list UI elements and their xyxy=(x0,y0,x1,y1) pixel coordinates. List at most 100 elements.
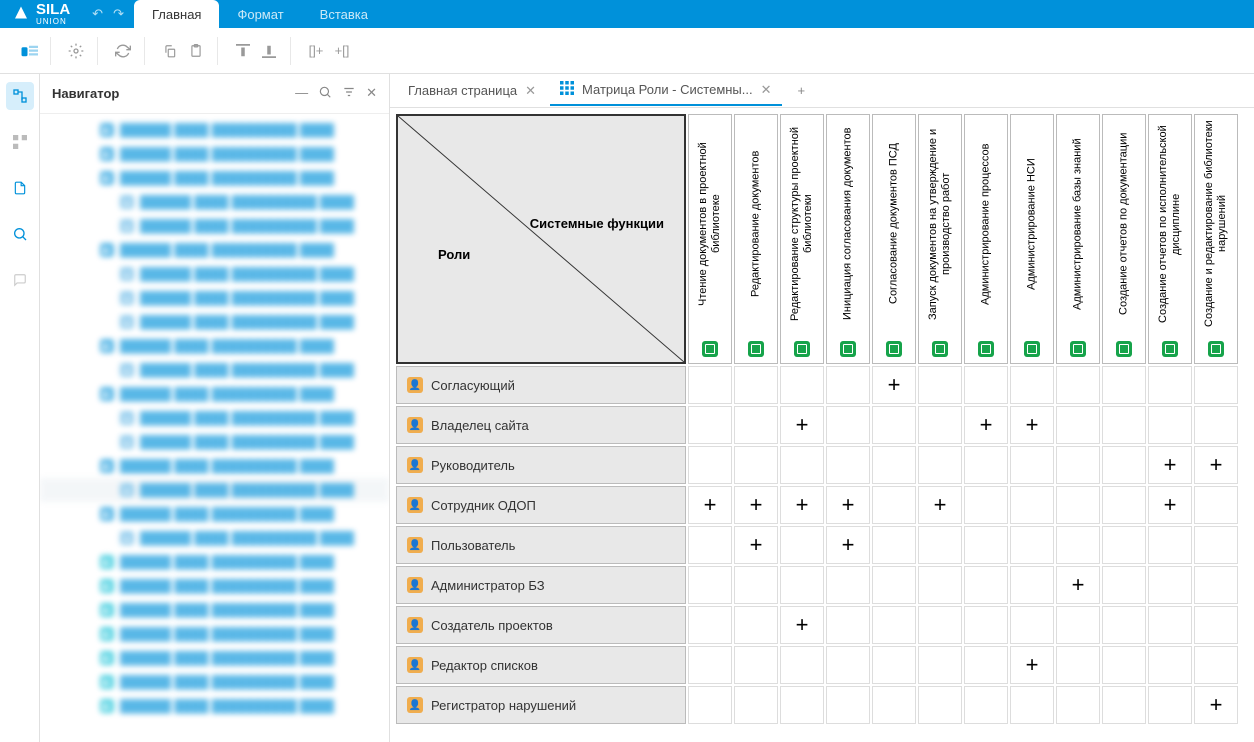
close-icon[interactable]: ✕ xyxy=(525,83,536,99)
undo-icon[interactable]: ↶ xyxy=(92,6,103,22)
matrix-cell[interactable] xyxy=(872,686,916,724)
matrix-cell[interactable] xyxy=(688,406,732,444)
paste-icon[interactable] xyxy=(187,42,205,60)
doc-tab-main[interactable]: Главная страница ✕ xyxy=(398,76,546,106)
matrix-cell[interactable] xyxy=(780,406,824,444)
matrix-cell[interactable] xyxy=(688,686,732,724)
filter-icon[interactable] xyxy=(342,85,356,102)
align-top-icon[interactable] xyxy=(234,42,252,60)
matrix-cell[interactable] xyxy=(780,646,824,684)
matrix-cell[interactable] xyxy=(1194,406,1238,444)
column-header[interactable]: Создание отчетов по документации xyxy=(1102,114,1146,364)
matrix-cell[interactable] xyxy=(1056,406,1100,444)
matrix-cell[interactable] xyxy=(688,566,732,604)
matrix-cell[interactable] xyxy=(1056,686,1100,724)
matrix-cell[interactable] xyxy=(780,486,824,524)
navigator-tree[interactable]: ▶██████ ████ ██████████ ████▶██████ ████… xyxy=(40,114,389,742)
matrix-cell[interactable] xyxy=(734,446,778,484)
column-header[interactable]: Создание отчетов по исполнительской дисц… xyxy=(1148,114,1192,364)
gear-icon[interactable] xyxy=(67,42,85,60)
matrix-cell[interactable] xyxy=(1194,366,1238,404)
matrix-cell[interactable] xyxy=(1010,366,1054,404)
matrix-cell[interactable] xyxy=(688,486,732,524)
matrix-cell[interactable] xyxy=(1102,526,1146,564)
matrix-cell[interactable] xyxy=(734,486,778,524)
matrix-cell[interactable] xyxy=(1010,526,1054,564)
matrix-cell[interactable] xyxy=(1194,566,1238,604)
matrix-cell[interactable] xyxy=(826,606,870,644)
matrix-cell[interactable] xyxy=(964,366,1008,404)
matrix-cell[interactable] xyxy=(1056,526,1100,564)
matrix-cell[interactable] xyxy=(964,486,1008,524)
matrix-cell[interactable] xyxy=(1102,646,1146,684)
matrix-cell[interactable] xyxy=(1148,566,1192,604)
close-panel-icon[interactable]: ✕ xyxy=(366,85,377,102)
insert-row-icon[interactable]: +[] xyxy=(333,42,351,60)
matrix-cell[interactable] xyxy=(918,646,962,684)
matrix-cell[interactable] xyxy=(964,526,1008,564)
column-header[interactable]: Администрирование НСИ xyxy=(1010,114,1054,364)
matrix-cell[interactable] xyxy=(688,646,732,684)
matrix-cell[interactable] xyxy=(1194,446,1238,484)
close-icon[interactable]: ✕ xyxy=(761,82,772,98)
matrix-cell[interactable] xyxy=(1010,446,1054,484)
matrix-cell[interactable] xyxy=(826,566,870,604)
matrix-cell[interactable] xyxy=(1010,686,1054,724)
matrix-cell[interactable] xyxy=(1010,606,1054,644)
redo-icon[interactable]: ↷ xyxy=(113,6,124,22)
row-header[interactable]: 👤Сотрудник ОДОП xyxy=(396,486,686,524)
matrix-cell[interactable] xyxy=(918,526,962,564)
matrix-cell[interactable] xyxy=(826,366,870,404)
rail-chat-icon[interactable] xyxy=(6,266,34,294)
nav-search-icon[interactable] xyxy=(318,85,332,102)
row-header[interactable]: 👤Создатель проектов xyxy=(396,606,686,644)
matrix-cell[interactable] xyxy=(688,526,732,564)
matrix-cell[interactable] xyxy=(1148,526,1192,564)
row-header[interactable]: 👤Регистратор нарушений xyxy=(396,686,686,724)
column-header[interactable]: Запуск документов на утверждение и произ… xyxy=(918,114,962,364)
matrix-cell[interactable] xyxy=(1056,446,1100,484)
matrix-cell[interactable] xyxy=(872,446,916,484)
matrix-cell[interactable] xyxy=(1056,366,1100,404)
rail-tree-icon[interactable] xyxy=(6,82,34,110)
tab-insert[interactable]: Вставка xyxy=(302,0,386,28)
row-header[interactable]: 👤Редактор списков xyxy=(396,646,686,684)
matrix-cell[interactable] xyxy=(826,406,870,444)
matrix-cell[interactable] xyxy=(918,446,962,484)
matrix-cell[interactable] xyxy=(734,686,778,724)
matrix-cell[interactable] xyxy=(780,446,824,484)
matrix-cell[interactable] xyxy=(1102,566,1146,604)
column-header[interactable]: Чтение документов в проектной библиотеке xyxy=(688,114,732,364)
tab-main[interactable]: Главная xyxy=(134,0,219,28)
matrix-cell[interactable] xyxy=(964,646,1008,684)
rail-search-icon[interactable] xyxy=(6,220,34,248)
matrix-cell[interactable] xyxy=(1056,606,1100,644)
matrix-cell[interactable] xyxy=(872,526,916,564)
column-header[interactable]: Администрирование базы знаний xyxy=(1056,114,1100,364)
row-header[interactable]: 👤Руководитель xyxy=(396,446,686,484)
matrix-cell[interactable] xyxy=(734,526,778,564)
matrix-cell[interactable] xyxy=(964,406,1008,444)
matrix-cell[interactable] xyxy=(826,446,870,484)
matrix-cell[interactable] xyxy=(964,566,1008,604)
matrix-cell[interactable] xyxy=(1102,366,1146,404)
matrix-cell[interactable] xyxy=(688,446,732,484)
minimize-icon[interactable]: — xyxy=(295,85,308,102)
matrix-cell[interactable] xyxy=(918,486,962,524)
row-header[interactable]: 👤Администратор БЗ xyxy=(396,566,686,604)
matrix-cell[interactable] xyxy=(1102,446,1146,484)
row-header[interactable]: 👤Согласующий xyxy=(396,366,686,404)
matrix-cell[interactable] xyxy=(1056,486,1100,524)
matrix-cell[interactable] xyxy=(1102,486,1146,524)
matrix-cell[interactable] xyxy=(780,606,824,644)
matrix-cell[interactable] xyxy=(1148,686,1192,724)
rail-props-icon[interactable] xyxy=(6,128,34,156)
tab-format[interactable]: Формат xyxy=(219,0,301,28)
matrix-cell[interactable] xyxy=(688,606,732,644)
column-header[interactable]: Инициация согласования документов xyxy=(826,114,870,364)
matrix-cell[interactable] xyxy=(1148,406,1192,444)
matrix-cell[interactable] xyxy=(1010,646,1054,684)
matrix-cell[interactable] xyxy=(1148,646,1192,684)
matrix-cell[interactable] xyxy=(964,686,1008,724)
matrix-cell[interactable] xyxy=(780,566,824,604)
